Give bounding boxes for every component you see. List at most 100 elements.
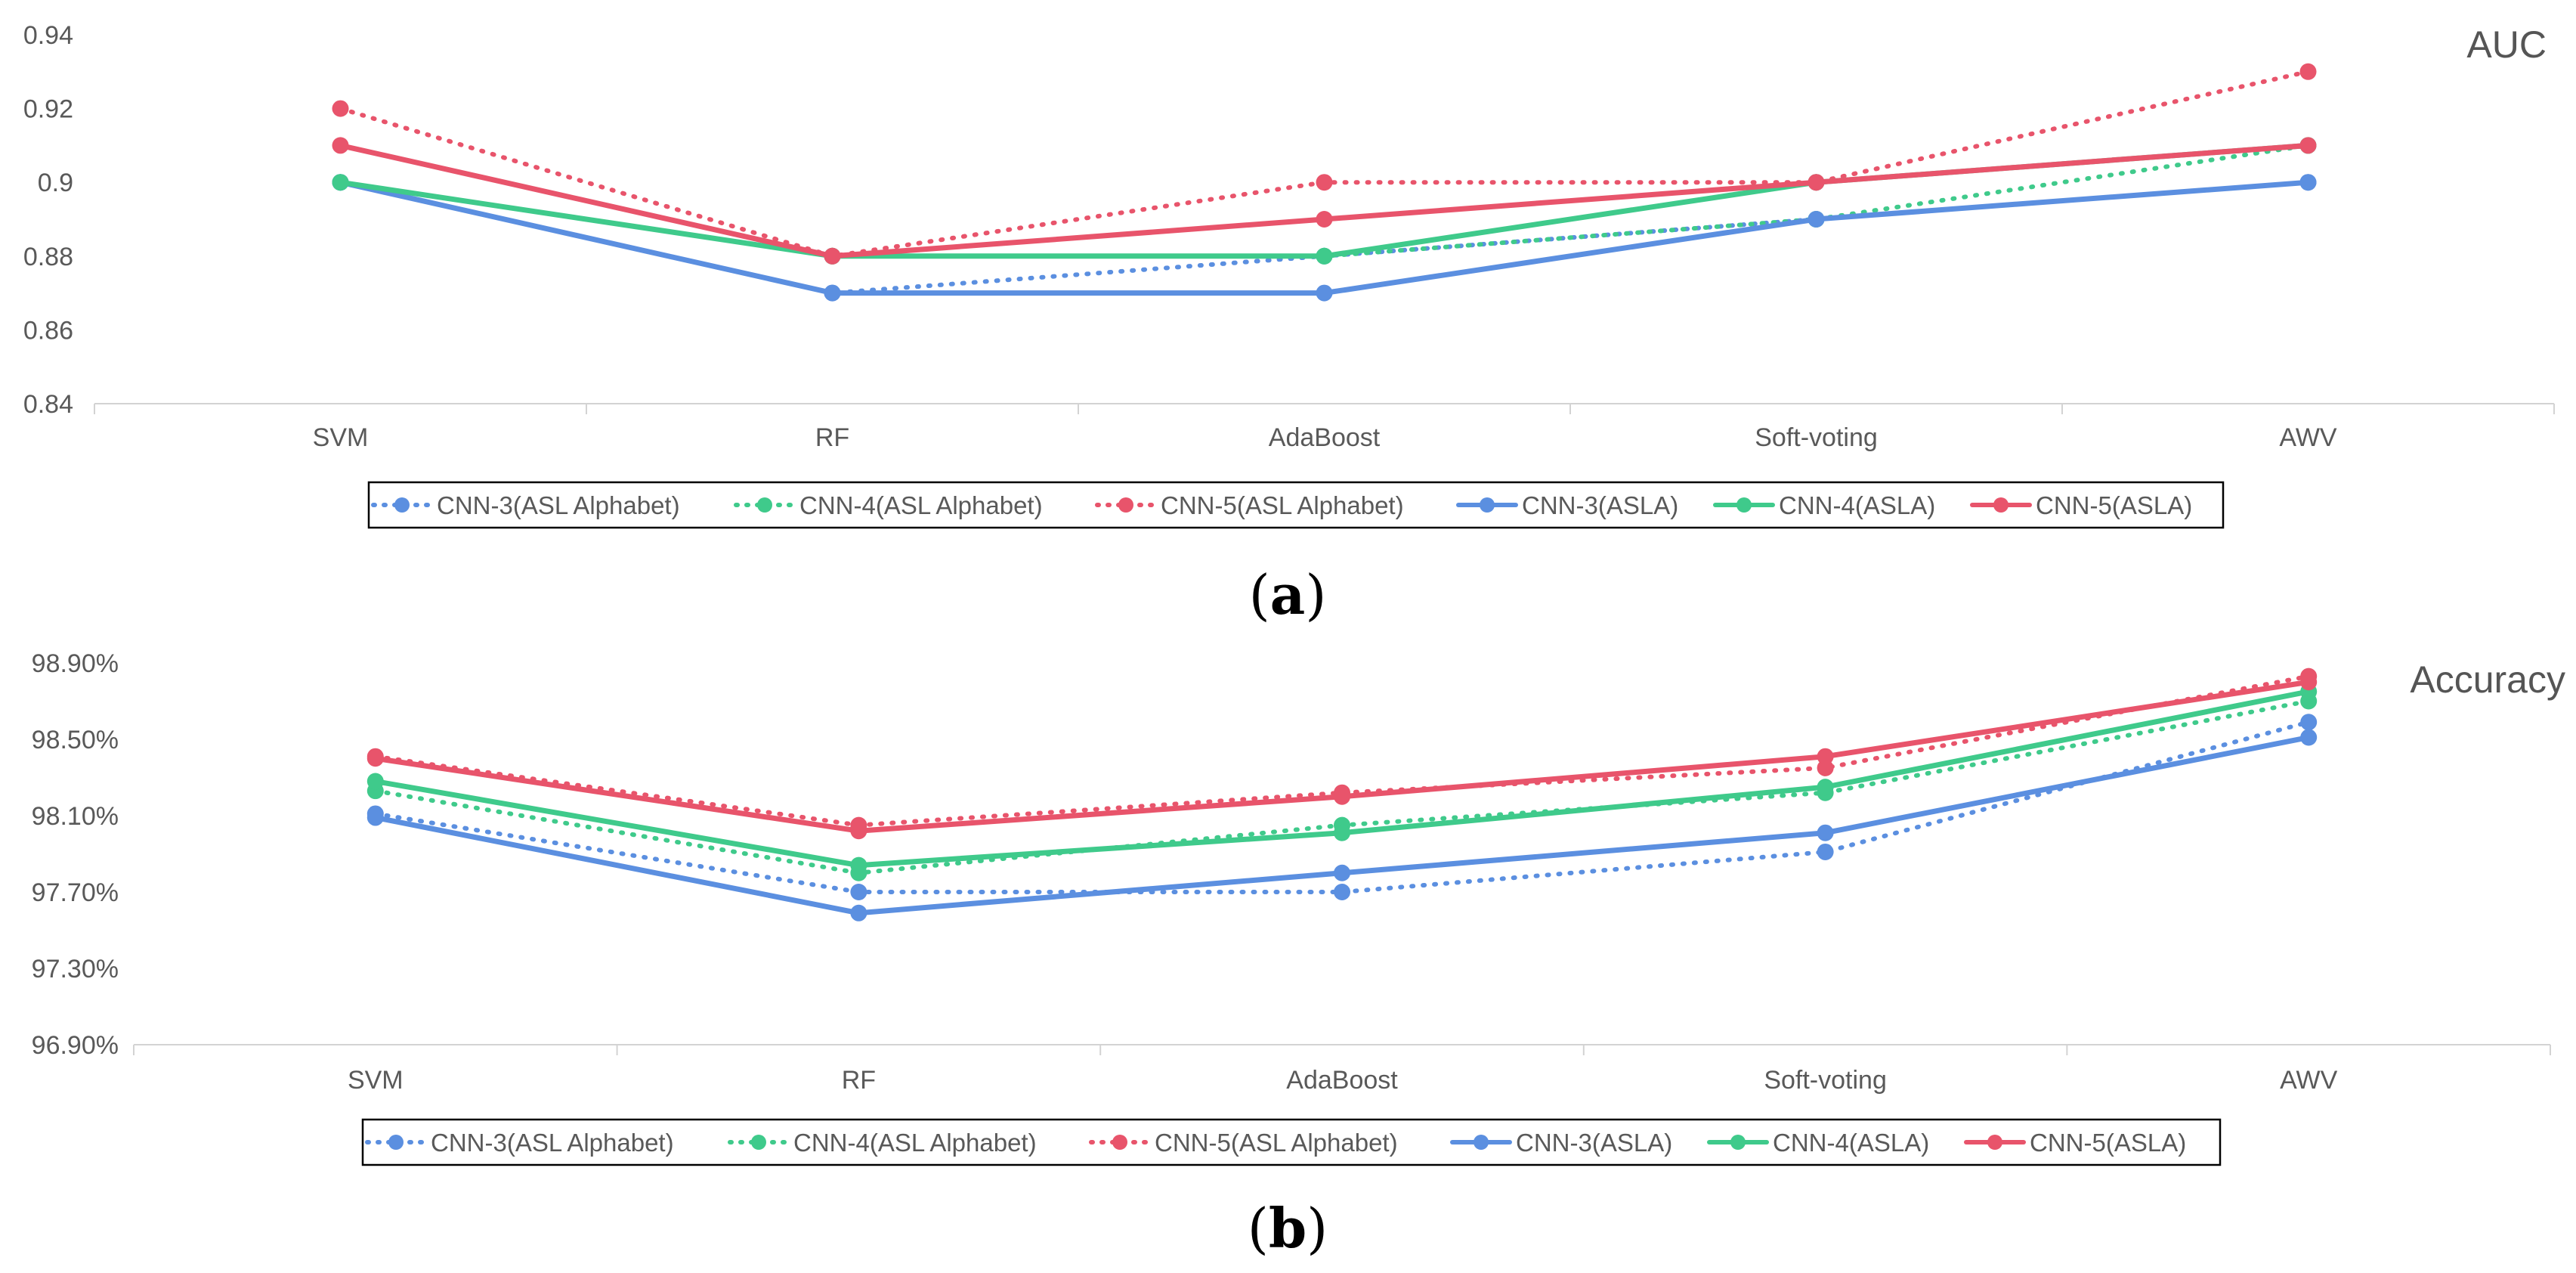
auc-data-point xyxy=(332,174,349,191)
accuracy-legend-label: CNN-4(ASLA) xyxy=(1773,1129,1929,1157)
auc-legend-swatch-marker xyxy=(1480,497,1495,513)
accuracy-legend-item: CNN-5(ASLA) xyxy=(1964,1129,2186,1157)
auc-data-point xyxy=(2299,137,2317,154)
auc-data-point xyxy=(1316,247,1333,265)
auc-legend-label: CNN-4(ASL Alphabet) xyxy=(799,491,1043,519)
accuracy-data-point xyxy=(1817,779,1834,796)
auc-data-point xyxy=(1316,284,1333,302)
accuracy-data-point xyxy=(2300,729,2318,746)
accuracy-data-point xyxy=(850,904,867,921)
auc-legend: CNN-3(ASL Alphabet) CNN-4(ASL Alphabet) CN… xyxy=(367,481,2225,529)
accuracy-y-tick-label: 97.30% xyxy=(32,955,119,983)
auc-y-tick-label: 0.88 xyxy=(23,243,73,271)
accuracy-data-point xyxy=(2300,714,2318,731)
auc-legend-label: CNN-5(ASLA) xyxy=(2036,491,2192,519)
auc-legend-swatch-marker xyxy=(1736,497,1752,513)
auc-legend-swatch-marker xyxy=(1993,497,2009,513)
accuracy-legend-label: CNN-4(ASL Alphabet) xyxy=(793,1129,1037,1157)
auc-series-line xyxy=(338,143,2311,259)
auc-legend-item: CNN-3(ASL Alphabet) xyxy=(371,491,680,519)
auc-y-tick-label: 0.94 xyxy=(23,21,73,50)
accuracy-data-point xyxy=(1817,843,1834,860)
accuracy-legend-swatch-marker xyxy=(1987,1135,2002,1150)
accuracy-legend-item: CNN-4(ASLA) xyxy=(1707,1129,1929,1157)
accuracy-data-point xyxy=(366,773,384,790)
accuracy-x-tick-label: AdaBoost xyxy=(1286,1066,1398,1095)
auc-legend-box xyxy=(367,481,2225,529)
accuracy-data-point xyxy=(850,884,867,900)
auc-legend-item: CNN-5(ASLA) xyxy=(1970,491,2192,519)
accuracy-y-tick-label: 98.50% xyxy=(32,726,119,754)
accuracy-data-point xyxy=(1334,824,1350,841)
auc-x-tick-label: RF xyxy=(815,423,849,452)
accuracy-x-tick-label: AWV xyxy=(2280,1066,2338,1095)
auc-data-point xyxy=(1316,211,1333,228)
auc-x-tick-label: Soft-voting xyxy=(1755,423,1878,452)
accuracy-y-tick-label: 97.70% xyxy=(32,878,119,907)
auc-series-line xyxy=(338,142,2311,259)
auc-data-point xyxy=(1808,211,1825,228)
auc-x-tick-label: AWV xyxy=(2279,423,2337,452)
accuracy-legend: CNN-3(ASL Alphabet) CNN-4(ASL Alphabet) CN… xyxy=(361,1118,2222,1166)
panel-a-caption: (a) xyxy=(1249,562,1327,627)
accuracy-data-point xyxy=(366,750,384,767)
auc-y-tick-label: 0.92 xyxy=(23,95,73,124)
accuracy-legend-label: CNN-3(ASLA) xyxy=(1516,1129,1672,1157)
auc-x-tick-label: AdaBoost xyxy=(1269,423,1381,452)
panel-b-caption: (b) xyxy=(1248,1196,1328,1260)
accuracy-legend-swatch-marker xyxy=(1474,1135,1489,1150)
accuracy-legend-box xyxy=(361,1118,2222,1166)
accuracy-legend-item: CNN-4(ASL Alphabet) xyxy=(728,1129,1037,1157)
auc-data-point xyxy=(824,247,841,265)
accuracy-data-point xyxy=(2300,674,2318,691)
auc-data-point xyxy=(1808,174,1825,191)
auc-y-tick-label: 0.86 xyxy=(23,316,73,345)
accuracy-y-tick-label: 98.10% xyxy=(32,802,119,831)
auc-series-2 xyxy=(332,63,2317,265)
auc-legend-label: CNN-4(ASLA) xyxy=(1779,491,1935,519)
accuracy-data-point xyxy=(850,856,867,874)
accuracy-data-point xyxy=(366,809,384,826)
accuracy-chart-title: Accuracy xyxy=(2410,658,2565,701)
accuracy-legend-item: CNN-5(ASL Alphabet) xyxy=(1089,1129,1398,1157)
accuracy-legend-item: CNN-3(ASL Alphabet) xyxy=(365,1129,674,1157)
auc-series-0 xyxy=(332,174,2317,302)
auc-chart-title: AUC xyxy=(2466,23,2547,66)
accuracy-chart-panel: Accuracy 96.90% 97.30% 97.70% 98.10% 98.50% 9… xyxy=(32,649,2565,1166)
accuracy-data-point xyxy=(1817,759,1834,776)
accuracy-legend-label: CNN-3(ASL Alphabet) xyxy=(431,1129,674,1157)
accuracy-legend-swatch-marker xyxy=(1112,1135,1127,1150)
auc-data-point xyxy=(2299,63,2317,80)
auc-data-point xyxy=(332,100,349,117)
accuracy-x-tick-label: SVM xyxy=(348,1066,404,1095)
accuracy-data-point xyxy=(1334,884,1350,900)
accuracy-series-3 xyxy=(366,729,2318,921)
accuracy-legend-label: CNN-5(ASL Alphabet) xyxy=(1155,1129,1398,1157)
accuracy-legend-label: CNN-5(ASLA) xyxy=(2030,1129,2186,1157)
auc-series-line xyxy=(338,142,2311,259)
auc-x-tick-label: SVM xyxy=(313,423,369,452)
accuracy-legend-swatch-marker xyxy=(388,1135,404,1150)
auc-data-point xyxy=(332,137,349,154)
panel-b-letter: b xyxy=(1269,1196,1307,1260)
accuracy-data-point xyxy=(1334,864,1350,881)
auc-legend-item: CNN-4(ASL Alphabet) xyxy=(734,491,1043,519)
accuracy-y-tick-label: 98.90% xyxy=(32,649,119,678)
auc-y-tick-label: 0.9 xyxy=(38,169,73,197)
panel-a-letter: a xyxy=(1270,562,1306,627)
auc-legend-item: CNN-3(ASLA) xyxy=(1456,491,1678,519)
accuracy-series-4 xyxy=(366,683,2318,874)
auc-legend-label: CNN-5(ASL Alphabet) xyxy=(1161,491,1404,519)
accuracy-x-tick-label: RF xyxy=(842,1066,876,1095)
accuracy-data-point xyxy=(850,822,867,840)
auc-series-3 xyxy=(332,174,2317,302)
auc-data-point xyxy=(1316,174,1333,191)
auc-data-point xyxy=(824,284,841,302)
accuracy-legend-swatch-marker xyxy=(1730,1135,1746,1150)
auc-data-point xyxy=(2299,174,2317,191)
accuracy-data-point xyxy=(1334,788,1350,805)
accuracy-data-point xyxy=(1817,748,1834,765)
accuracy-series-2 xyxy=(366,667,2318,834)
auc-legend-item: CNN-5(ASL Alphabet) xyxy=(1095,491,1404,519)
auc-legend-item: CNN-4(ASLA) xyxy=(1713,491,1935,519)
